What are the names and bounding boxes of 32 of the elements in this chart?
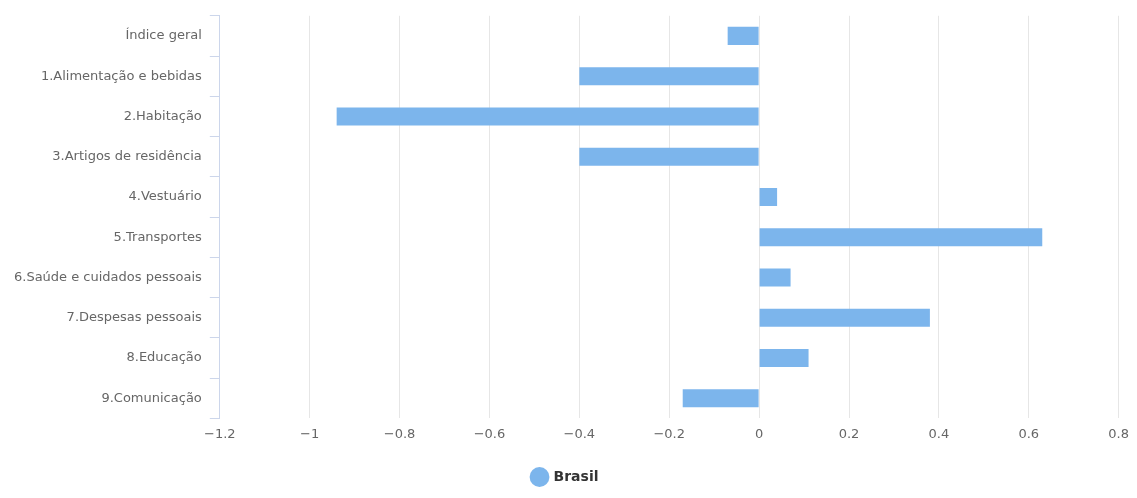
y-tick-label: Índice geral (125, 27, 202, 43)
x-tick-label: −1.2 (204, 425, 236, 441)
x-tick-label: 0.2 (838, 425, 860, 441)
x-tick-label: 0.8 (1108, 425, 1130, 441)
y-tick-label: 9.Comunicação (101, 389, 202, 405)
y-tick-label: 7.Despesas pessoais (66, 309, 203, 325)
y-tick-label: 1.Alimentação e bebidas (40, 67, 203, 83)
y-tick-label: 5.Transportes (113, 228, 203, 244)
x-tick-label: −0.2 (653, 425, 686, 441)
y-tick-label: 8.Educação (126, 349, 202, 365)
bar (336, 107, 759, 126)
y-tick-label: 4.Vestuário (128, 188, 202, 204)
bar (759, 228, 1043, 247)
bar (759, 268, 791, 287)
x-tick-label: 0.6 (1018, 425, 1040, 441)
x-tick-label: −1 (300, 425, 320, 441)
x-tick-label: −0.4 (563, 425, 596, 441)
bar (682, 389, 759, 408)
x-tick-label: 0 (754, 425, 764, 441)
bar (759, 187, 778, 207)
legend-label: Brasil (553, 467, 599, 484)
x-tick-label: −0.6 (473, 425, 506, 441)
bar (579, 147, 759, 166)
y-tick-label: 3.Artigos de residência (52, 148, 202, 164)
bar (759, 348, 809, 368)
bar (759, 308, 930, 327)
bar (727, 26, 759, 45)
y-tick-label: 6.Saúde e cuidados pessoais (13, 268, 203, 284)
x-tick-label: 0.4 (928, 425, 950, 441)
y-tick-label: 2.Habitação (123, 107, 202, 123)
bar (579, 67, 759, 86)
x-tick-label: −0.8 (383, 425, 416, 441)
